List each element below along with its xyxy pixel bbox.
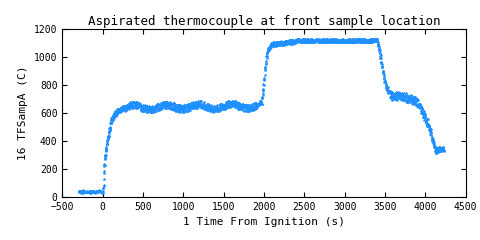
Y-axis label: 16 TFSampA (C): 16 TFSampA (C) xyxy=(19,66,28,160)
X-axis label: 1 Time From Ignition (s): 1 Time From Ignition (s) xyxy=(183,217,345,227)
Title: Aspirated thermocouple at front sample location: Aspirated thermocouple at front sample l… xyxy=(88,15,440,28)
